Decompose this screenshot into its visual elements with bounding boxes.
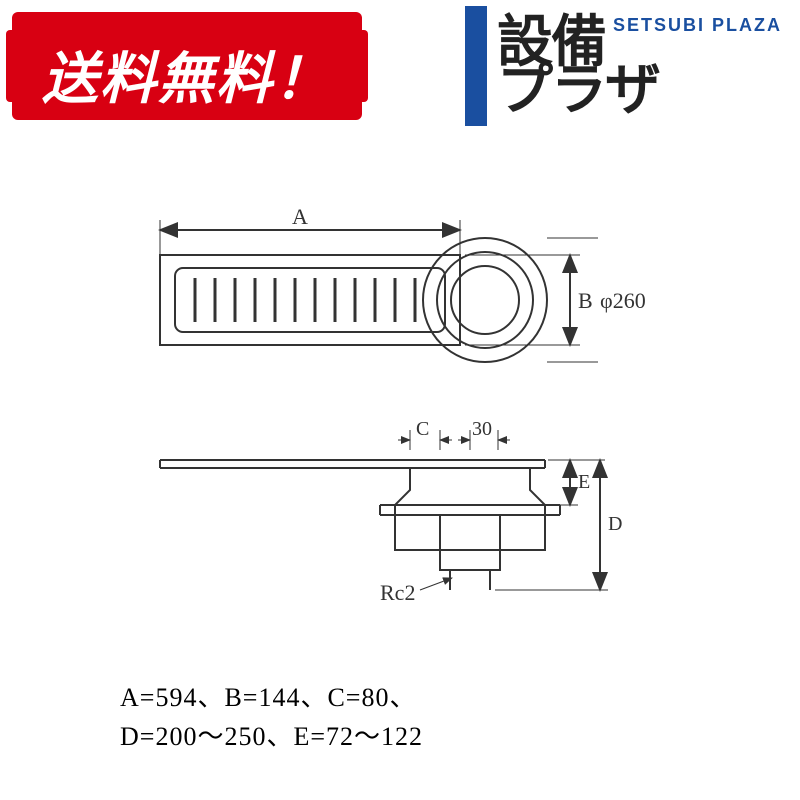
- logo-english: SETSUBI PLAZA: [613, 16, 782, 34]
- logo-jp-line2: プラザ: [497, 62, 782, 118]
- dim-Rc2-label: Rc2: [380, 580, 415, 605]
- dimension-values: A=594、B=144、C=80、 D=200～250、E=72～122: [120, 678, 423, 756]
- free-shipping-badge: 送料無料！: [12, 12, 362, 120]
- dim-E-label: E: [578, 471, 590, 493]
- logo-bar: [465, 6, 487, 126]
- dim-C-label: C: [416, 418, 429, 440]
- diagram-svg: A: [100, 200, 700, 630]
- dim-B-label: B: [578, 288, 593, 313]
- brand-logo: 設備 SETSUBI PLAZA プラザ: [465, 6, 782, 126]
- logo-text: 設備 SETSUBI PLAZA プラザ: [497, 14, 782, 118]
- badge-text: 送料無料！: [12, 34, 362, 115]
- header: 送料無料！ 設備 SETSUBI PLAZA プラザ: [0, 0, 800, 140]
- dim-phi-label: φ260: [600, 288, 646, 313]
- dims-line1: A=594、B=144、C=80、: [120, 678, 423, 717]
- technical-diagram: A: [100, 200, 700, 760]
- dim-D-label: D: [608, 513, 622, 535]
- dim-30-label: 30: [472, 418, 492, 440]
- dims-line2: D=200～250、E=72～122: [120, 717, 423, 756]
- dim-A-label: A: [292, 204, 308, 229]
